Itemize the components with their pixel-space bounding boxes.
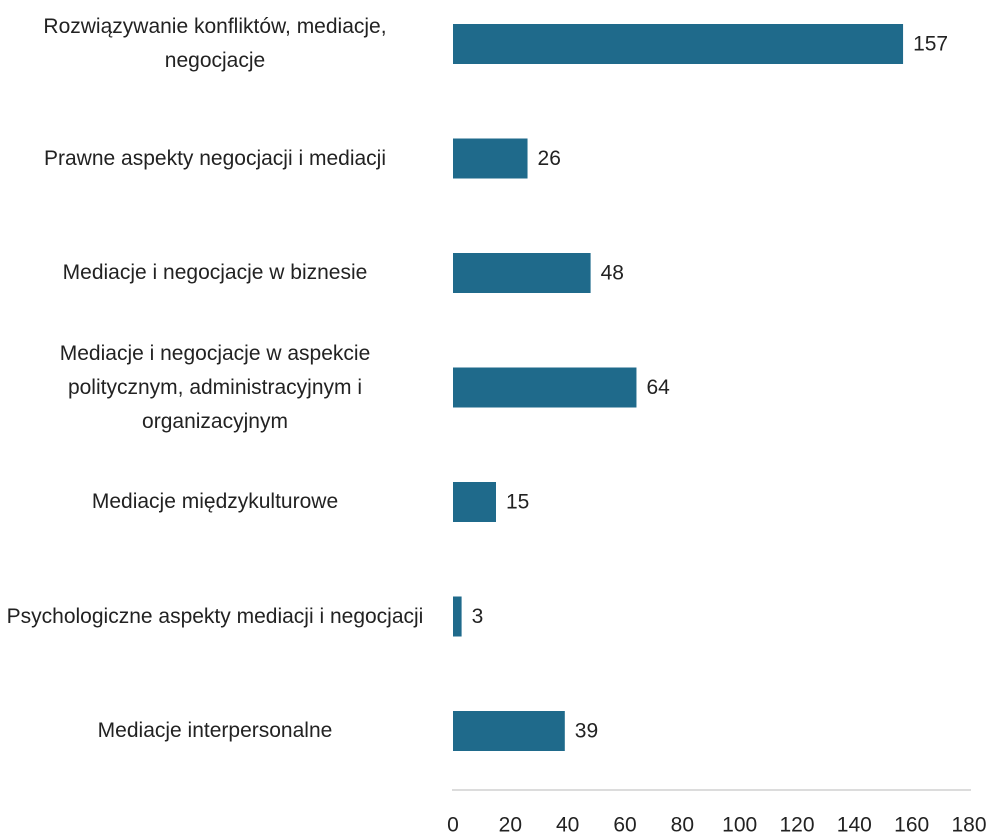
bar [453, 482, 496, 522]
value-label: 64 [646, 376, 670, 399]
value-label: 3 [472, 605, 484, 628]
category-label: Mediacje interpersonalne [97, 719, 333, 742]
bar [453, 253, 591, 293]
category-label: Psychologiczne aspekty mediacji i negocj… [6, 604, 424, 628]
x-tick-label: 180 [951, 814, 986, 834]
value-label: 48 [601, 262, 624, 285]
bar [453, 711, 565, 751]
x-tick-label: 120 [779, 814, 814, 834]
bar [453, 367, 637, 408]
category-label: Rozwiązywanie konfliktów, mediacje, nego… [43, 15, 387, 72]
x-tick-label: 20 [499, 814, 522, 834]
value-label: 157 [913, 33, 948, 56]
value-label: 26 [538, 147, 561, 170]
category-label: Mediacje międzykulturowe [91, 490, 339, 513]
x-tick-label: 40 [556, 814, 579, 834]
value-label: 39 [575, 720, 598, 743]
bar [453, 596, 462, 637]
category-label: Mediacje i negocjacje w aspekcie polityc… [59, 341, 371, 433]
x-tick-label: 60 [613, 814, 636, 834]
x-tick-label: 0 [447, 814, 459, 834]
bar [453, 24, 904, 64]
value-label: 15 [506, 491, 529, 514]
x-tick-label: 100 [722, 814, 757, 834]
x-tick-label: 80 [671, 814, 694, 834]
category-label: Prawne aspekty negocjacji i mediacji [44, 146, 386, 170]
x-tick-label: 160 [894, 814, 929, 834]
x-tick-label: 140 [837, 814, 872, 834]
category-label: Mediacje i negocjacje w biznesie [62, 261, 368, 284]
bar [453, 138, 528, 179]
